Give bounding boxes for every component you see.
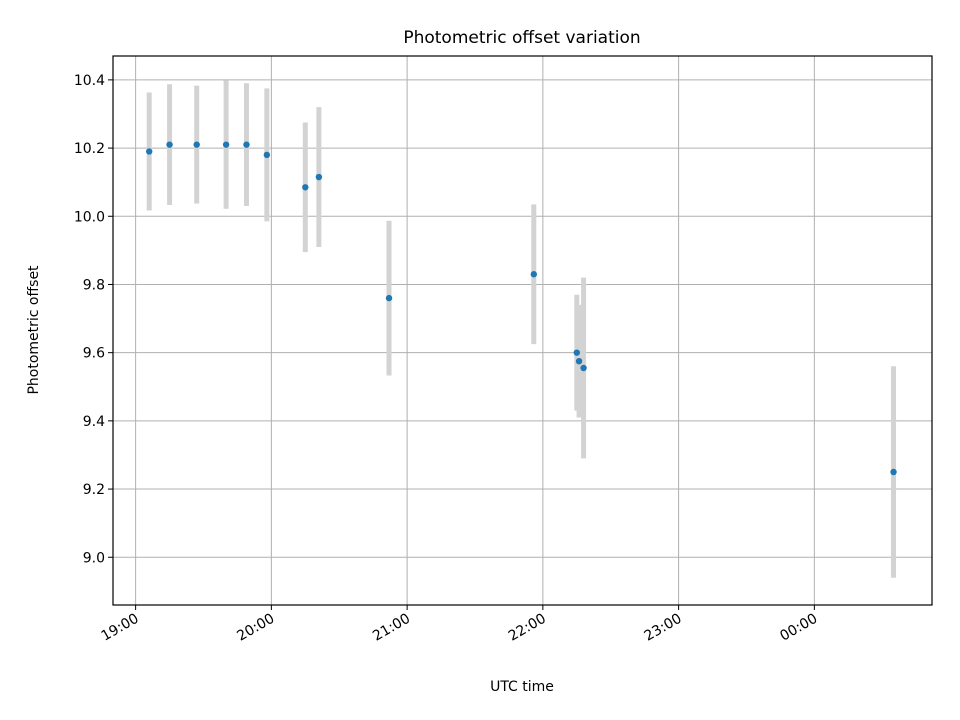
data-point (315, 173, 323, 181)
x-tick-label: 22:00 (506, 611, 549, 645)
data-point (890, 468, 897, 476)
data-points (145, 141, 897, 476)
y-tick-label: 9.0 (83, 550, 105, 566)
data-point (580, 364, 587, 372)
error-bars (146, 80, 897, 578)
y-tick-label: 9.6 (83, 346, 105, 362)
y-tick-label: 10.2 (74, 141, 105, 157)
y-axis-label: Photometric offset (26, 265, 42, 395)
data-point (302, 184, 309, 191)
data-point (530, 271, 538, 278)
data-point (385, 294, 393, 302)
plot-frame (112, 55, 933, 606)
x-tick-label: 21:00 (370, 611, 413, 645)
y-tick-label: 10.0 (74, 209, 105, 225)
y-tick-label: 9.4 (83, 414, 105, 430)
data-point (222, 141, 230, 148)
x-axis-label: UTC time (490, 679, 554, 695)
ticks: 19:00 20:00 21:00 22:00 23:00 00:00 9.0 9.2 9.4 9… (74, 73, 821, 645)
y-tick-label: 9.8 (83, 277, 105, 293)
data-point (243, 141, 250, 148)
grid (113, 56, 932, 605)
y-tick-label: 10.4 (74, 73, 105, 89)
data-point (193, 141, 200, 148)
x-tick-label: 00:00 (777, 611, 820, 645)
chart-title: Photometric offset variation (403, 28, 640, 48)
data-point (573, 349, 580, 356)
x-tick-label: 20:00 (234, 611, 277, 645)
y-tick-label: 9.2 (83, 482, 105, 498)
x-tick-label: 19:00 (99, 611, 142, 645)
data-point (145, 148, 153, 155)
data-point (166, 141, 173, 148)
data-point (575, 357, 583, 365)
data-point (263, 151, 271, 159)
x-tick-label: 23:00 (642, 611, 685, 645)
